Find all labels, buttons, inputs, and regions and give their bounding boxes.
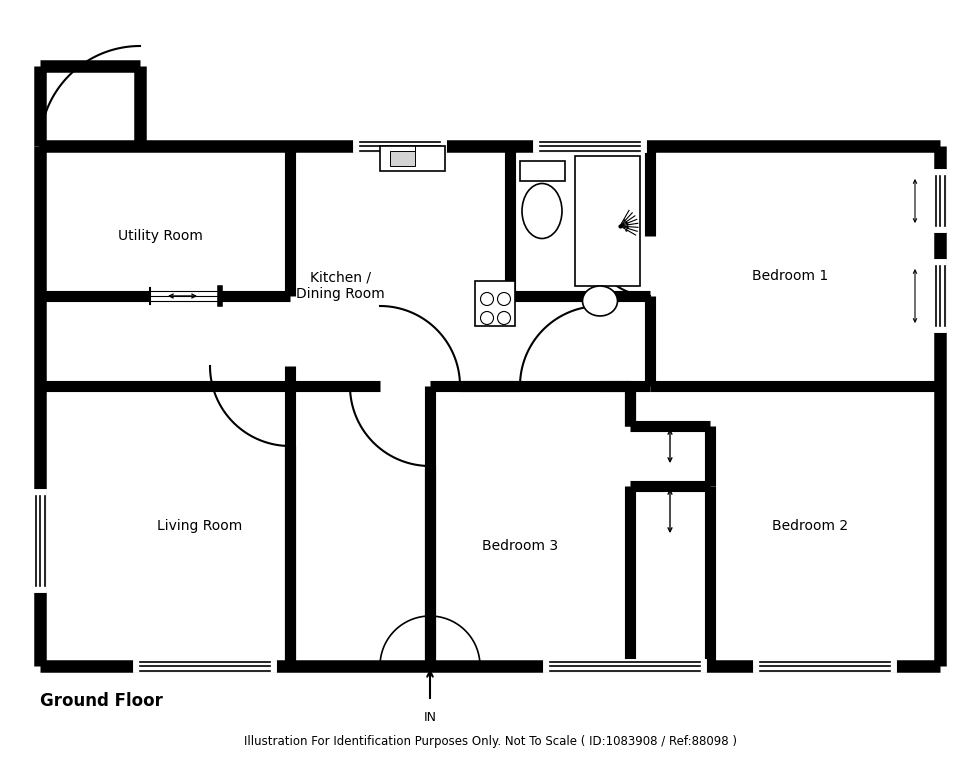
Text: Bedroom 3: Bedroom 3 — [482, 539, 558, 553]
Text: Bedroom 2: Bedroom 2 — [772, 519, 848, 533]
Text: Kitchen /
Dining Room: Kitchen / Dining Room — [296, 271, 384, 301]
Ellipse shape — [522, 184, 562, 238]
Text: Bedroom 1: Bedroom 1 — [752, 269, 828, 283]
Bar — [520, 161, 565, 181]
Text: Ground Floor: Ground Floor — [40, 692, 163, 710]
Bar — [390, 151, 415, 166]
Text: Illustration For Identification Purposes Only. Not To Scale ( ID:1083908 / Ref:8: Illustration For Identification Purposes… — [243, 735, 737, 748]
Bar — [575, 156, 640, 286]
Text: Living Room: Living Room — [158, 519, 243, 533]
Text: Utility Room: Utility Room — [118, 229, 203, 243]
Bar — [475, 281, 515, 326]
Bar — [380, 146, 445, 171]
Ellipse shape — [582, 286, 617, 316]
Text: IN: IN — [423, 711, 436, 724]
